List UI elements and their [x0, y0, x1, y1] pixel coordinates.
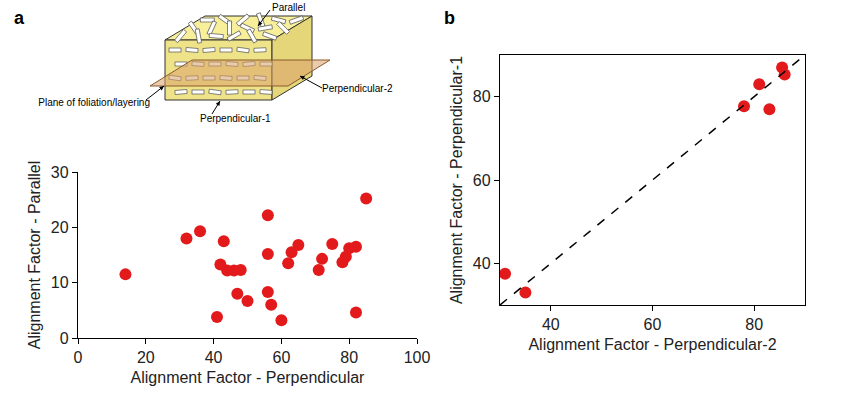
- svg-text:Alignment Factor - Parallel: Alignment Factor - Parallel: [26, 161, 43, 350]
- svg-text:30: 30: [51, 164, 69, 181]
- svg-text:40: 40: [205, 349, 223, 366]
- svg-text:80: 80: [340, 349, 358, 366]
- svg-text:80: 80: [745, 316, 763, 333]
- svg-text:Alignment Factor - Perpendicul: Alignment Factor - Perpendicular: [131, 369, 366, 386]
- svg-text:20: 20: [51, 219, 69, 236]
- svg-text:0: 0: [60, 330, 69, 347]
- svg-text:40: 40: [473, 255, 491, 272]
- svg-text:40: 40: [542, 316, 560, 333]
- svg-text:Alignment Factor - Perpendicul: Alignment Factor - Perpendicular-2: [528, 336, 776, 353]
- svg-text:80: 80: [473, 88, 491, 105]
- svg-text:60: 60: [644, 316, 662, 333]
- svg-text:Perpendicular-2: Perpendicular-2: [322, 83, 393, 94]
- svg-text:60: 60: [473, 172, 491, 189]
- svg-text:0: 0: [74, 349, 83, 366]
- svg-text:60: 60: [273, 349, 291, 366]
- svg-text:a: a: [14, 8, 25, 28]
- svg-text:b: b: [444, 8, 455, 28]
- svg-text:Perpendicular-1: Perpendicular-1: [200, 113, 271, 124]
- svg-text:Alignment Factor - Perpendicul: Alignment Factor - Perpendicular-1: [448, 56, 465, 304]
- svg-text:Parallel: Parallel: [272, 2, 305, 13]
- svg-text:20: 20: [137, 349, 155, 366]
- svg-text:Plane of foliation/layering: Plane of foliation/layering: [38, 97, 150, 108]
- svg-text:100: 100: [404, 349, 431, 366]
- svg-text:10: 10: [51, 274, 69, 291]
